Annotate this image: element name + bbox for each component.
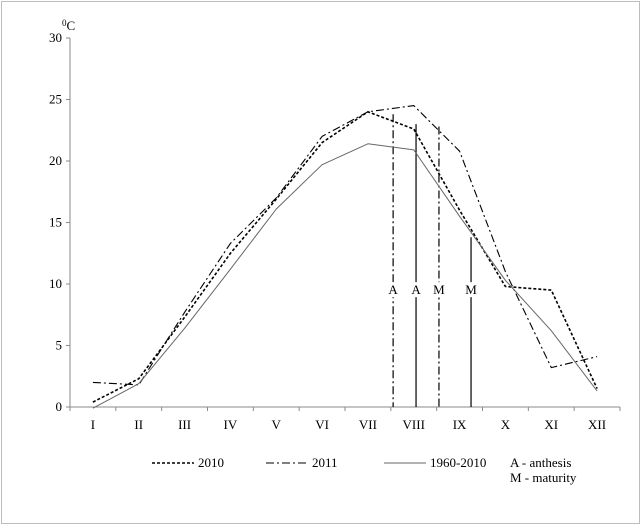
x-tick-label: VI	[315, 417, 329, 432]
legend-label: 2010	[198, 455, 224, 470]
x-tick-label: III	[178, 417, 191, 432]
y-tick-label: 15	[49, 215, 62, 230]
series-line-2011	[92, 105, 598, 386]
y-tick-label: 30	[49, 30, 62, 45]
x-tick-labels: I II III IV V VI VII VIII IX X XI XII	[69, 407, 621, 432]
marker-label-bg	[409, 282, 424, 298]
axes	[69, 38, 620, 408]
legend-note: A - anthesis	[510, 455, 571, 470]
marker-label: A	[388, 282, 398, 297]
x-tick-label: X	[501, 417, 511, 432]
x-tick-label: IX	[453, 417, 467, 432]
series-line-1960-2010	[92, 143, 598, 409]
legend-label: 2011	[312, 455, 338, 470]
series-lines	[92, 105, 598, 409]
y-tick-label: 0	[56, 399, 63, 414]
x-tick-label: VIII	[403, 417, 425, 432]
y-tick-label: 20	[49, 153, 62, 168]
legend-note: M - maturity	[510, 470, 577, 485]
marker-label: M	[433, 282, 445, 297]
x-tick-label: XI	[544, 417, 558, 432]
x-tick-label: I	[91, 417, 95, 432]
x-tick-label: IV	[224, 417, 238, 432]
marker-label-bg	[464, 282, 479, 298]
marker-label: M	[465, 282, 477, 297]
series-line-2010	[92, 111, 598, 403]
marker-label: A	[411, 282, 421, 297]
y-tick-labels: 0 5 10 15 20 25 30	[49, 30, 70, 414]
x-tick-label: XII	[588, 417, 606, 432]
y-tick-label: 5	[56, 338, 63, 353]
marker-label-bg	[386, 282, 401, 298]
y-tick-label: 10	[49, 276, 62, 291]
legend-label: 1960-2010	[430, 455, 486, 470]
x-tick-label: V	[272, 417, 282, 432]
y-axis-unit-label: 0C	[62, 18, 75, 33]
marker-label-bg	[431, 282, 446, 298]
y-tick-label: 25	[49, 92, 62, 107]
x-tick-label: II	[134, 417, 143, 432]
x-tick-label: VII	[359, 417, 377, 432]
